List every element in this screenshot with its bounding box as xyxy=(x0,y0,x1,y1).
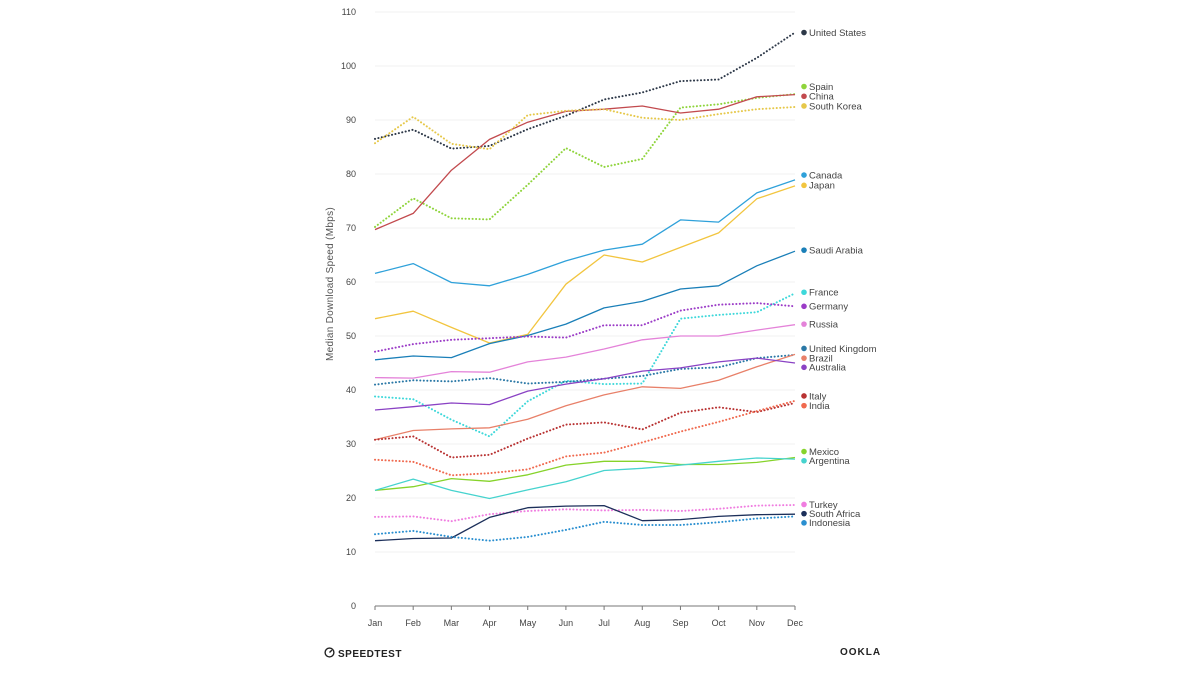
series-line-argentina xyxy=(374,457,796,500)
series-line-mexico xyxy=(374,456,796,492)
series-label-russia: Russia xyxy=(809,320,839,331)
series-marker-spain xyxy=(801,83,807,90)
y-axis-label: Median Download Speed (Mbps) xyxy=(325,207,336,361)
series-marker-italy xyxy=(801,393,807,399)
series-label-saudi-arabia: Saudi Arabia xyxy=(809,246,864,257)
series-label-united-states: United States xyxy=(809,28,866,39)
speedtest-logo: SPEEDTEST xyxy=(324,647,402,661)
series-line-france xyxy=(374,292,796,438)
series-line-germany xyxy=(374,302,796,353)
series-marker-india xyxy=(801,402,807,409)
series-line-china xyxy=(374,93,796,231)
series-marker-china xyxy=(801,93,807,100)
series-line-turkey xyxy=(374,504,796,523)
series-marker-canada xyxy=(801,172,807,178)
series-marker-japan xyxy=(801,182,807,189)
y-tick-label: 40 xyxy=(346,385,356,395)
series-label-south-korea: South Korea xyxy=(809,101,863,112)
series-label-spain: Spain xyxy=(809,82,833,93)
series-label-mexico: Mexico xyxy=(809,447,839,458)
series-line-japan xyxy=(374,185,796,344)
series-marker-united-kingdom xyxy=(801,345,807,352)
series-line-united-kingdom xyxy=(374,353,796,386)
series-marker-brazil xyxy=(801,355,807,361)
series-label-australia: Australia xyxy=(809,363,847,374)
series-lines xyxy=(374,31,796,542)
x-tick-label: Sep xyxy=(672,618,688,628)
series-marker-russia xyxy=(801,321,807,327)
y-tick-label: 0 xyxy=(351,601,356,611)
series-marker-turkey xyxy=(801,501,807,508)
series-marker-australia xyxy=(801,364,807,371)
x-tick-label: Feb xyxy=(405,618,421,628)
series-marker-france xyxy=(801,289,807,296)
y-tick-label: 20 xyxy=(346,493,356,503)
y-tick-label: 60 xyxy=(346,277,356,287)
x-tick-label: Jan xyxy=(368,618,383,628)
x-tick-label: Jul xyxy=(598,618,610,628)
x-tick-label: Mar xyxy=(444,618,460,628)
axes: 0 10 20 30 40 50 60 70 80 90 100 110 Jan Feb Mar Apr May… xyxy=(341,7,804,628)
x-tick-label: Oct xyxy=(712,618,727,628)
y-tick-label: 30 xyxy=(346,439,356,449)
series-label-japan: Japan xyxy=(809,181,835,192)
speedtest-wordmark: SPEEDTEST xyxy=(338,648,402,660)
y-tick-label: 70 xyxy=(346,223,356,233)
series-label-indonesia: Indonesia xyxy=(809,518,851,529)
series-line-south-africa xyxy=(374,504,796,542)
x-tick-label: Apr xyxy=(483,618,497,628)
series-label-italy: Italy xyxy=(809,391,827,402)
x-tick-label: Dec xyxy=(787,618,804,628)
series-line-australia xyxy=(374,357,796,411)
series-marker-south-korea xyxy=(801,103,807,109)
series-line-saudi-arabia xyxy=(374,250,796,361)
y-tick-label: 80 xyxy=(346,169,356,179)
series-line-united-states xyxy=(374,31,796,150)
series-line-spain xyxy=(374,93,796,228)
series-line-canada xyxy=(374,179,796,287)
ookla-logo: OOKLA xyxy=(840,647,882,658)
series-label-canada: Canada xyxy=(809,170,843,181)
y-tick-label: 100 xyxy=(341,61,356,71)
series-label-argentina: Argentina xyxy=(809,456,850,467)
series-label-brazil: Brazil xyxy=(809,354,833,365)
series-label-india: India xyxy=(809,401,830,412)
gridlines xyxy=(375,11,795,553)
y-tick-label: 90 xyxy=(346,115,356,125)
series-line-south-korea xyxy=(374,106,796,151)
series-marker-argentina xyxy=(801,457,807,464)
series-label-germany: Germany xyxy=(809,302,848,313)
series-line-brazil xyxy=(374,353,796,441)
y-tick-label: 10 xyxy=(346,547,356,557)
y-tick-label: 50 xyxy=(346,331,356,341)
series-line-italy xyxy=(374,402,796,459)
series-marker-germany xyxy=(801,303,807,310)
y-tick-label: 110 xyxy=(342,7,356,17)
series-line-russia xyxy=(374,324,796,379)
series-label-china: China xyxy=(809,92,835,103)
series-marker-saudi-arabia xyxy=(801,247,807,253)
series-label-united-kingdom: United Kingdom xyxy=(809,344,877,355)
series-marker-united-states xyxy=(801,29,807,36)
x-tick-label: Aug xyxy=(634,618,650,628)
series-marker-mexico xyxy=(801,448,807,455)
series-label-south-africa: South Africa xyxy=(809,509,861,520)
series-line-indonesia xyxy=(374,515,796,542)
series-label-turkey: Turkey xyxy=(809,500,838,511)
x-tick-label: May xyxy=(519,618,537,628)
x-tick-label: Nov xyxy=(749,618,766,628)
series-label-france: France xyxy=(809,288,839,299)
series-marker-south-africa xyxy=(801,510,807,517)
x-tick-label: Jun xyxy=(559,618,574,628)
series-marker-indonesia xyxy=(801,520,807,526)
speedtest-gauge-icon xyxy=(324,647,335,661)
